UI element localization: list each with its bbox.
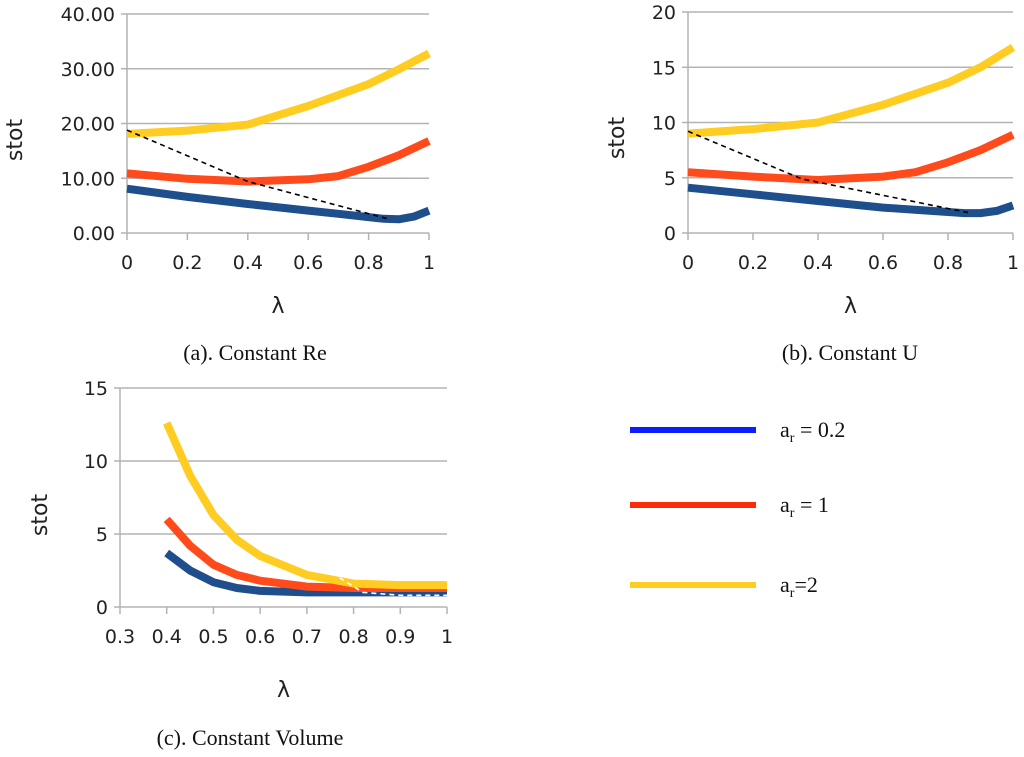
x-axis-label: λ	[271, 294, 284, 319]
chart-a-constant-re: 0.00 10.00 20.00 30.00 40.00 0 0.2 0.4 0.6 0.8 1 λ s…	[3, 4, 435, 365]
y-axis-label: stot	[3, 119, 28, 162]
series-line-minimum-trend	[339, 577, 447, 597]
legend: ar = 0.2 ar = 1 ar=2	[630, 417, 845, 601]
y-tick-label: 20	[652, 2, 676, 24]
x-tick-label: 0.2	[172, 252, 202, 274]
legend-label-ar-0-2: ar = 0.2	[780, 417, 845, 446]
x-tick-label: 1	[1007, 252, 1019, 274]
chart-caption: (a). Constant Re	[183, 340, 327, 365]
series-line-ar-0-2	[126, 184, 431, 224]
chart-caption: (c). Constant Volume	[157, 725, 344, 750]
series-line-ar-2	[163, 421, 447, 590]
series-line-ar-0-2	[687, 183, 1015, 218]
x-tick-label: 0.4	[803, 252, 833, 274]
x-tick-label: 0	[682, 252, 694, 274]
x-axis-label: λ	[277, 678, 290, 703]
y-tick-label: 0	[664, 223, 676, 245]
chart-b-constant-u: 0 5 10 15 20 0 0.2 0.4 0.6 0.8 1 λ stot (b). Constant…	[605, 2, 1019, 365]
series-line-minimum-trend	[687, 130, 971, 214]
x-tick-label: 0.8	[353, 252, 383, 274]
x-tick-label: 0.4	[152, 626, 182, 648]
legend-item-ar-2: ar=2	[630, 572, 818, 601]
series-line-ar-2	[126, 49, 431, 138]
y-tick-label: 5	[664, 168, 676, 190]
y-tick-label: 30.00	[61, 59, 115, 81]
series-line-ar-0-2	[164, 549, 447, 597]
series-line-minimum-trend	[126, 129, 390, 221]
legend-item-ar-0-2: ar = 0.2	[630, 417, 845, 446]
y-tick-label: 10	[652, 113, 676, 135]
y-tick-label: 5	[96, 524, 108, 546]
y-tick-label: 20.00	[61, 114, 115, 136]
series-line-ar-1	[126, 137, 431, 186]
series-line-ar-2	[687, 43, 1016, 138]
y-axis-label: stot	[605, 117, 630, 160]
chart-c-constant-volume: 0 5 10 15 0.3 0.4 0.5 0.6 0.7 0.8 0.9 1 λ stot (c). Co…	[28, 378, 453, 750]
x-axis-label: λ	[844, 294, 857, 319]
series-line-ar-1	[687, 131, 1015, 184]
x-tick-label: 1	[423, 252, 435, 274]
legend-label-ar-1: ar = 1	[780, 492, 829, 521]
y-tick-label: 10.00	[61, 168, 115, 190]
y-tick-label: 0.00	[73, 223, 115, 245]
y-tick-label: 15	[84, 378, 108, 400]
y-tick-label: 10	[84, 451, 108, 473]
x-tick-label: 0.3	[105, 626, 135, 648]
x-tick-label: 1	[441, 626, 453, 648]
y-tick-label: 40.00	[61, 4, 115, 26]
x-tick-label: 0.7	[292, 626, 322, 648]
x-tick-label: 0	[121, 252, 133, 274]
x-tick-label: 0.6	[868, 252, 898, 274]
chart-caption: (b). Constant U	[782, 340, 918, 365]
x-tick-label: 0.8	[338, 626, 368, 648]
legend-item-ar-1: ar = 1	[630, 492, 829, 521]
y-tick-label: 0	[96, 597, 108, 619]
x-tick-label: 0.6	[293, 252, 323, 274]
y-axis-label: stot	[28, 494, 53, 537]
y-tick-label: 15	[652, 57, 676, 79]
x-tick-label: 0.9	[385, 626, 415, 648]
legend-label-ar-2: ar=2	[780, 572, 818, 601]
x-tick-label: 0.5	[198, 626, 228, 648]
x-tick-label: 0.8	[933, 252, 963, 274]
x-tick-label: 0.4	[233, 252, 263, 274]
x-tick-label: 0.6	[245, 626, 275, 648]
x-tick-label: 0.2	[738, 252, 768, 274]
